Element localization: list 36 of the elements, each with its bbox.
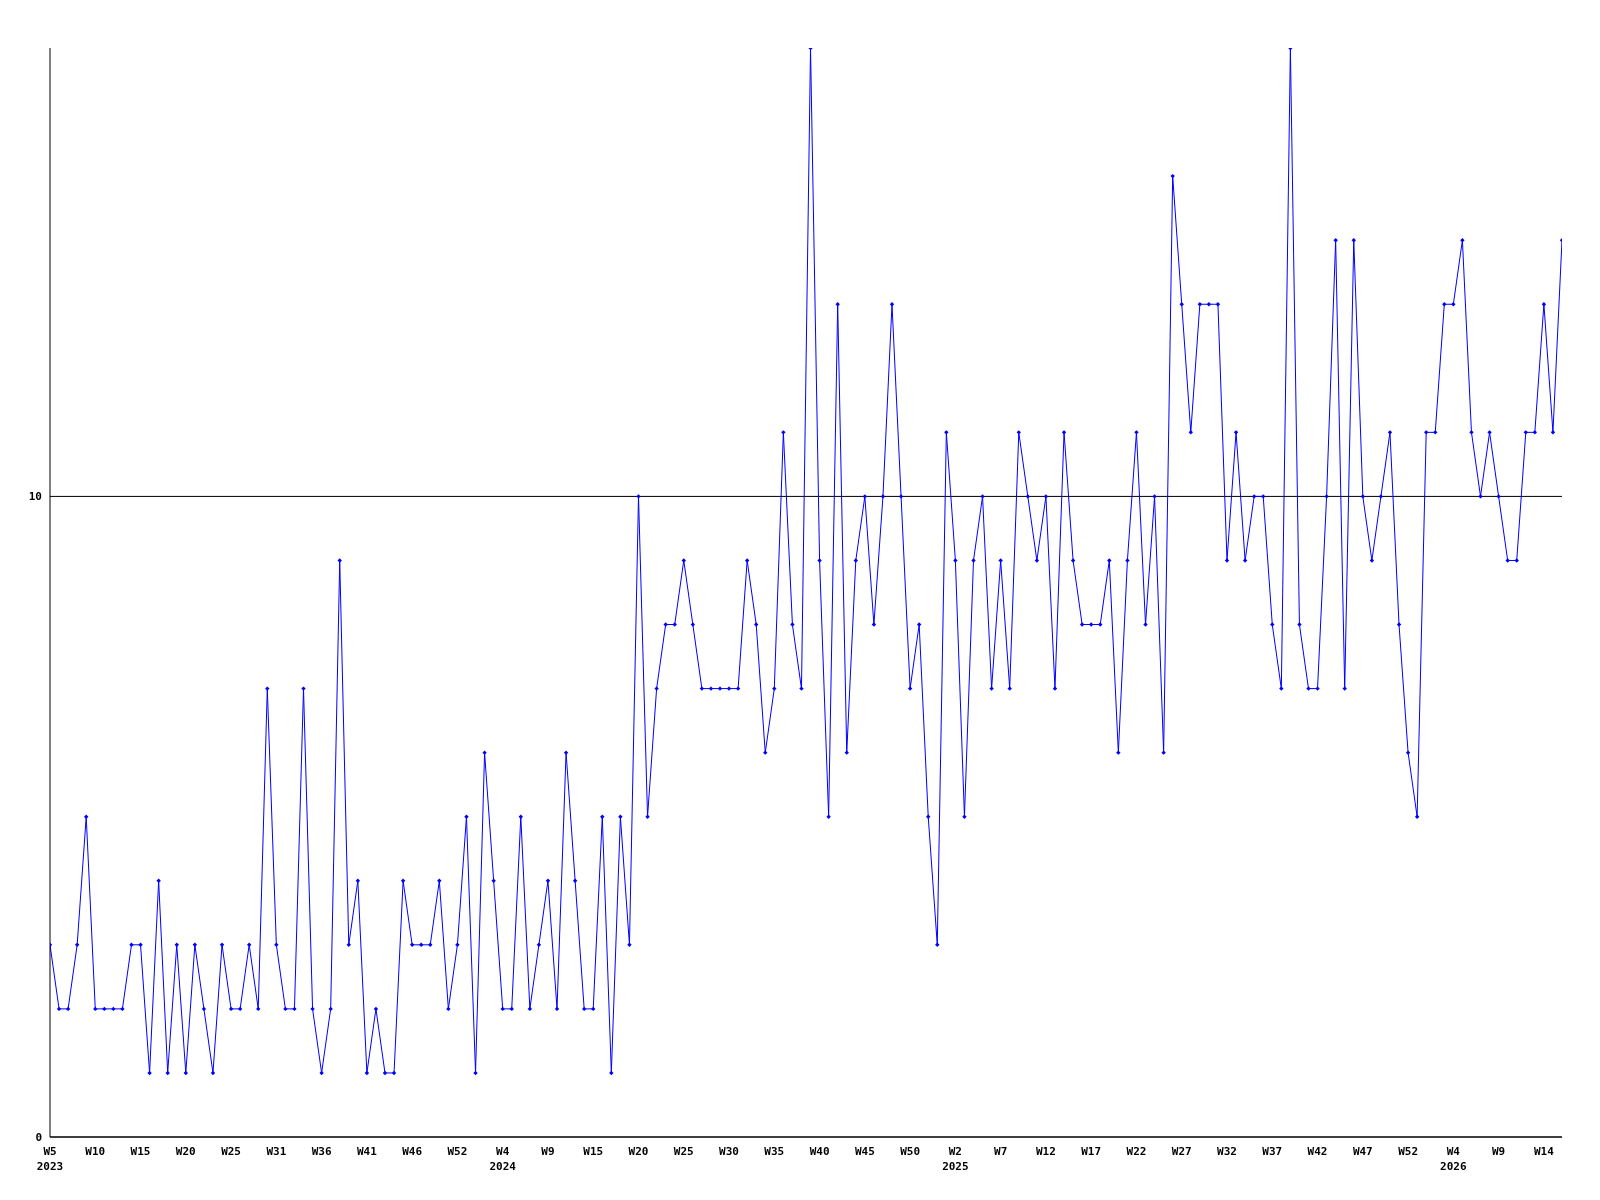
x-tick-label: W30	[719, 1145, 739, 1158]
x-tick-label: W27	[1171, 1145, 1192, 1158]
x-tick-label: W4 2024	[489, 1145, 517, 1173]
y-tick-label: 0	[35, 1130, 42, 1144]
x-tick-label: W20	[628, 1145, 649, 1158]
x-tick-label: W32	[1217, 1145, 1237, 1158]
x-tick-label: W31	[266, 1145, 287, 1158]
x-tick-label: W50	[900, 1145, 921, 1158]
x-tick-label: W41	[356, 1145, 378, 1158]
x-tick-label: W52	[447, 1145, 468, 1158]
x-tick-label: W22	[1126, 1145, 1147, 1158]
x-tick-label: W14	[1533, 1145, 1555, 1158]
x-tick-label: W9	[541, 1145, 555, 1158]
x-tick-label: W17	[1081, 1145, 1102, 1158]
x-tick-label: W52	[1398, 1145, 1419, 1158]
x-tick-label: W40	[809, 1145, 830, 1158]
x-tick-label: W25	[673, 1145, 694, 1158]
x-tick-label: W45	[854, 1145, 875, 1158]
x-tick-label: W36	[311, 1145, 332, 1158]
x-tick-label: W25	[221, 1145, 242, 1158]
x-tick-label: W5 2023	[36, 1145, 64, 1173]
x-tick-label: W4 2026	[1440, 1145, 1467, 1173]
x-tick-label: W46	[402, 1145, 423, 1158]
x-tick-label: W10	[85, 1145, 106, 1158]
x-tick-label: W47	[1352, 1145, 1373, 1158]
x-tick-label: W35	[764, 1145, 785, 1158]
x-tick-label: W15	[583, 1145, 604, 1158]
x-tick-label: W37	[1262, 1145, 1283, 1158]
x-tick-label: W9	[1492, 1145, 1506, 1158]
x-tick-label: W20	[175, 1145, 196, 1158]
x-tick-label: W7	[994, 1145, 1008, 1158]
x-tick-label: W2 2025	[942, 1145, 969, 1173]
y-tick-label: 10	[28, 490, 42, 504]
x-tick-label: W42	[1307, 1145, 1328, 1158]
x-tick-label: W15	[130, 1145, 151, 1158]
x-tick-label: W12	[1035, 1145, 1056, 1158]
